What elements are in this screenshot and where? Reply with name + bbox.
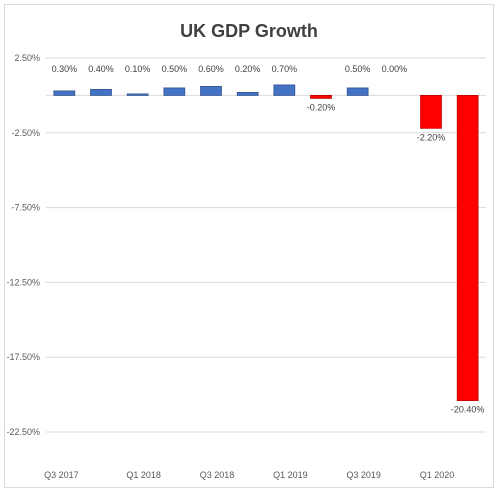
x-tick-label: Q3 2017 [44, 470, 79, 480]
bar-q1-2018 [126, 93, 149, 96]
data-label: 0.50% [162, 64, 188, 74]
data-label: 0.30% [52, 64, 78, 74]
bar-q1-2020 [420, 95, 442, 129]
x-tick-label: Q3 2018 [200, 470, 235, 480]
chart-frame [4, 4, 494, 488]
y-tick-label: -22.50% [6, 427, 40, 437]
bar-q2-2019 [310, 95, 332, 99]
x-tick-label: Q1 2019 [273, 470, 308, 480]
data-label: 0.50% [345, 64, 371, 74]
data-label: 0.00% [382, 64, 408, 74]
bars [53, 84, 479, 401]
data-label: -20.40% [451, 405, 485, 415]
gridlines [46, 57, 486, 433]
y-tick-label: -12.50% [6, 277, 40, 287]
data-label: -0.20% [307, 102, 336, 112]
data-label: 0.40% [88, 64, 114, 74]
bar-q2-2018 [163, 87, 186, 96]
y-tick-label: -2.50% [11, 128, 40, 138]
chart-title: UK GDP Growth [180, 21, 318, 41]
data-labels: 0.30% 0.40% 0.10% 0.50% 0.60% 0.20% 0.70% -0.20… [52, 64, 485, 415]
data-label: 0.20% [235, 64, 261, 74]
data-label: 0.10% [125, 64, 151, 74]
y-tick-label: -17.50% [6, 352, 40, 362]
bar-q3-2019 [346, 87, 369, 96]
data-label: -2.20% [417, 132, 446, 142]
x-axis-ticks: Q3 2017 Q1 2018 Q3 2018 Q1 2019 Q3 2019 Q1 20… [44, 470, 454, 480]
bar-q3-2018 [200, 86, 222, 96]
x-tick-label: Q1 2020 [420, 470, 455, 480]
y-axis-ticks: 2.50% -2.50% -7.50% -12.50% -17.50% -22.50% [6, 53, 40, 437]
bar-q4-2018 [236, 92, 259, 96]
bar-q3-2017 [53, 90, 76, 96]
data-label: 0.60% [198, 64, 224, 74]
x-tick-label: Q1 2018 [126, 470, 161, 480]
bar-q4-2017 [90, 89, 112, 96]
bar-q2-2020 [456, 95, 479, 401]
x-tick-label: Q3 2019 [346, 470, 381, 480]
y-tick-label: 2.50% [14, 53, 40, 63]
y-tick-label: -7.50% [11, 203, 40, 213]
bar-q1-2019 [273, 84, 296, 96]
data-label: 0.70% [272, 64, 298, 74]
